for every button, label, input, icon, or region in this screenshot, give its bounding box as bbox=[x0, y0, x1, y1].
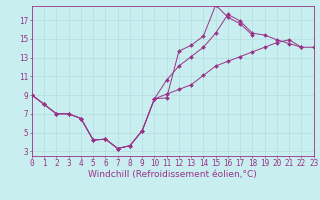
X-axis label: Windchill (Refroidissement éolien,°C): Windchill (Refroidissement éolien,°C) bbox=[88, 170, 257, 179]
